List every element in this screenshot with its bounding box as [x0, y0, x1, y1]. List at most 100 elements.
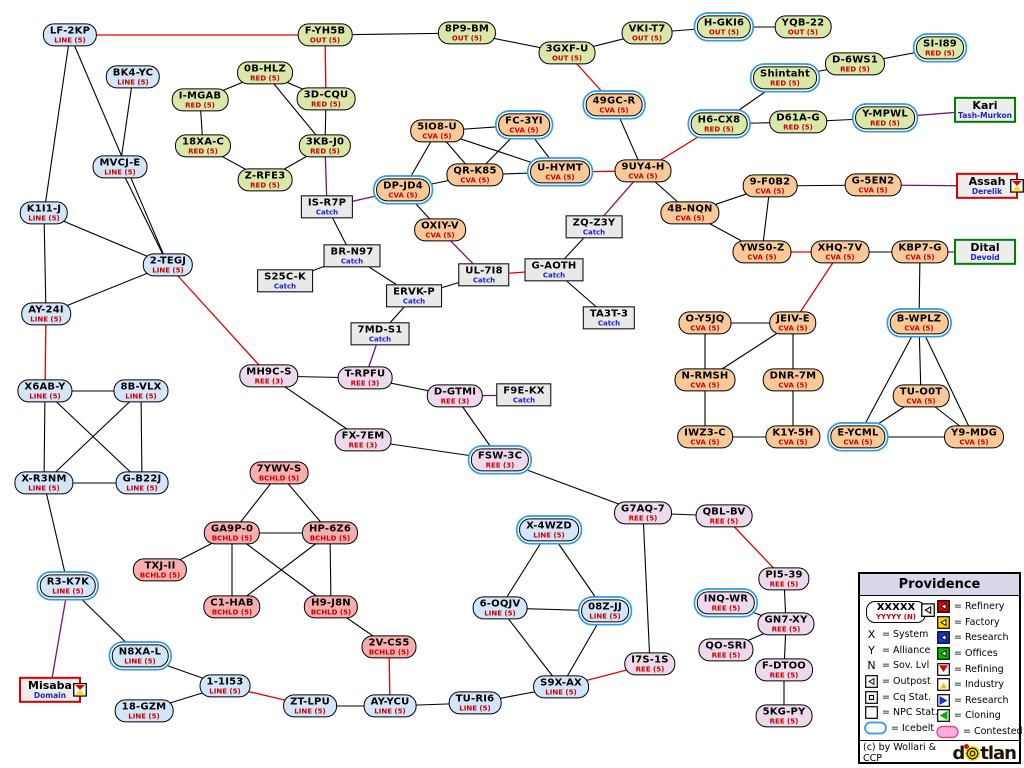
- system-node-F-DTOO[interactable]: F-DTOO REE (5): [755, 658, 813, 682]
- system-node-TU-O0T[interactable]: TU-O0T CVA (5): [892, 384, 950, 408]
- system-node-S9X-AX[interactable]: S9X-AX LINE (5): [533, 675, 589, 699]
- system-node-U-HYMT[interactable]: U-HYMT CVA (5): [530, 160, 590, 184]
- system-node-7YWV-S[interactable]: 7YWV-S BCHLD (5): [249, 461, 309, 485]
- system-node-G-B22J[interactable]: G-B22J LINE (5): [115, 471, 169, 495]
- system-node-4B-NQN[interactable]: 4B-NQN CVA (5): [660, 201, 720, 225]
- system-node-D-GTMI[interactable]: D-GTMI REE (3): [426, 384, 484, 408]
- system-node-G7AQ-7[interactable]: G7AQ-7 REE (5): [614, 501, 672, 525]
- region-link-Assah[interactable]: Assah Derelik: [956, 172, 1024, 200]
- system-node-KBP7-G[interactable]: KBP7-G CVA (5): [891, 240, 949, 264]
- system-node-QBL-BV[interactable]: QBL-BV REE (5): [695, 504, 753, 528]
- region-link-Dital[interactable]: Dital Devoid: [954, 238, 1016, 266]
- system-node-5KG-PY[interactable]: 5KG-PY REE (5): [755, 704, 813, 728]
- system-node-MVCJ-E[interactable]: MVCJ-E LINE (5): [92, 155, 148, 179]
- system-node-18-GZM[interactable]: 18-GZM LINE (5): [114, 699, 174, 723]
- system-node-8P9-BM[interactable]: 8P9-BM OUT (5): [437, 21, 497, 45]
- system-node-MH9C-S[interactable]: MH9C-S REE (3): [239, 364, 299, 388]
- system-node-HP-6Z6[interactable]: HP-6Z6 BCHLD (5): [301, 521, 359, 545]
- system-node-G-5EN2[interactable]: G-5EN2 CVA (5): [844, 173, 902, 197]
- system-node-F9E-KX[interactable]: F9E-KX Catch: [496, 383, 552, 407]
- system-node-N8XA-L[interactable]: N8XA-L LINE (5): [111, 644, 169, 668]
- system-node-B-WPLZ[interactable]: B-WPLZ CVA (5): [889, 311, 949, 335]
- system-node-2-TEGJ[interactable]: 2-TEGJ LINE (5): [142, 253, 194, 277]
- system-node-49GC-R[interactable]: 49GC-R CVA (5): [585, 93, 643, 117]
- system-node-8B-VLX[interactable]: 8B-VLX LINE (5): [113, 379, 169, 403]
- system-node-7MD-S1[interactable]: 7MD-S1 Catch: [350, 322, 410, 346]
- legend-row: = NPC Stat.: [864, 705, 938, 721]
- system-node-TU-RI6[interactable]: TU-RI6 LINE (5): [448, 691, 502, 715]
- system-node-FX-7EM[interactable]: FX-7EM REE (3): [334, 428, 392, 452]
- system-node-3KB-J0[interactable]: 3KB-J0 RED (5): [298, 134, 352, 158]
- system-node-H9-J8N[interactable]: H9-J8N BCHLD (5): [303, 595, 359, 619]
- system-node-JEIV-E[interactable]: JEIV-E CVA (5): [769, 311, 817, 335]
- system-node-X6AB-Y[interactable]: X6AB-Y LINE (5): [17, 379, 73, 403]
- system-node-Shintaht[interactable]: Shintaht RED (5): [753, 66, 817, 90]
- system-node-I-MGAB[interactable]: I-MGAB RED (5): [171, 88, 229, 112]
- system-node-DNR-7M[interactable]: DNR-7M CVA (5): [762, 368, 824, 392]
- system-node-I7S-1S[interactable]: I7S-1S REE (5): [624, 652, 676, 676]
- system-node-D-6WS1[interactable]: D-6WS1 RED (5): [825, 52, 885, 76]
- system-node-QR-K85[interactable]: QR-K85 CVA (5): [446, 163, 504, 187]
- system-node-X-R3NM[interactable]: X-R3NM LINE (5): [14, 471, 74, 495]
- system-node-2V-CS5[interactable]: 2V-CS5 BCHLD (5): [361, 635, 417, 659]
- system-node-TA3T-3[interactable]: TA3T-3 Catch: [582, 306, 636, 330]
- system-node-9UY4-H[interactable]: 9UY4-H CVA (5): [614, 159, 672, 183]
- system-node-YWS0-Z[interactable]: YWS0-Z CVA (5): [732, 240, 792, 264]
- system-node-S25C-K[interactable]: S25C-K Catch: [257, 269, 313, 293]
- system-node-FSW-3C[interactable]: FSW-3C REE (3): [470, 448, 530, 472]
- system-node-C1-HAB[interactable]: C1-HAB BCHLD (5): [203, 595, 261, 619]
- system-node-UL-7I8[interactable]: UL-7I8 Catch: [458, 263, 510, 287]
- system-node-TXJ-II[interactable]: TXJ-II BCHLD (5): [132, 558, 188, 582]
- system-node-1-1I53[interactable]: 1-1I53 LINE (5): [199, 674, 251, 698]
- system-node-XHQ-7V[interactable]: XHQ-7V CVA (5): [810, 240, 870, 264]
- system-node-Z-RFE3[interactable]: Z-RFE3 RED (5): [237, 168, 293, 192]
- jump-line-8B-VLX-G-B22J: [140, 390, 143, 484]
- system-node-08Z-JJ[interactable]: 08Z-JJ LINE (5): [581, 599, 629, 623]
- system-node-AY-24I[interactable]: AY-24I LINE (5): [21, 302, 71, 326]
- system-node-IWZ3-C[interactable]: IWZ3-C CVA (5): [677, 425, 733, 449]
- system-node-G-AOTH[interactable]: G-AOTH Catch: [524, 258, 584, 282]
- system-node-D61A-G[interactable]: D61A-G RED (5): [769, 110, 827, 134]
- system-node-9-F0B2[interactable]: 9-F0B2 CVA (5): [742, 174, 798, 198]
- system-node-ZQ-Z3Y[interactable]: ZQ-Z3Y Catch: [565, 215, 623, 239]
- region-link-Misaba[interactable]: Misaba Domain: [19, 676, 87, 704]
- system-node-IS-R7P[interactable]: IS-R7P Catch: [300, 195, 354, 219]
- region-link-Kari[interactable]: Kari Tash-Murkon: [954, 96, 1016, 124]
- system-node-H-GKI6[interactable]: H-GKI6 OUT (5): [696, 15, 752, 39]
- system-node-GA9P-0[interactable]: GA9P-0 BCHLD (5): [203, 521, 261, 545]
- system-node-GN7-XY[interactable]: GN7-XY REE (5): [757, 612, 815, 636]
- system-node-X-4WZD[interactable]: X-4WZD LINE (5): [519, 518, 579, 542]
- system-node-18XA-C[interactable]: 18XA-C RED (5): [174, 134, 232, 158]
- system-node-Y9-MDG[interactable]: Y9-MDG CVA (5): [943, 425, 1005, 449]
- system-node-DP-JD4[interactable]: DP-JD4 CVA (5): [376, 178, 430, 202]
- system-node-K1I1-J[interactable]: K1I1-J LINE (5): [19, 201, 69, 225]
- system-node-LF-2KP[interactable]: LF-2KP LINE (5): [42, 23, 98, 47]
- system-node-N-RMSH[interactable]: N-RMSH CVA (5): [674, 368, 736, 392]
- system-node-ZT-LPU[interactable]: ZT-LPU LINE (5): [283, 694, 337, 718]
- system-node-5IO8-U[interactable]: 5IO8-U CVA (5): [410, 119, 464, 143]
- system-node-Y-MPWL[interactable]: Y-MPWL RED (5): [855, 106, 915, 130]
- system-node-3D-CQU[interactable]: 3D-CQU RED (5): [296, 87, 356, 111]
- system-node-F-YH5B[interactable]: F-YH5B OUT (5): [297, 23, 353, 47]
- system-node-0B-HLZ[interactable]: 0B-HLZ RED (5): [237, 61, 293, 85]
- system-node-SI-I89[interactable]: SI-I89 RED (5): [916, 36, 964, 60]
- system-node-PI5-39[interactable]: PI5-39 REE (5): [758, 567, 810, 591]
- system-node-T-RPFU[interactable]: T-RPFU REE (3): [337, 366, 393, 390]
- system-node-E-YCML[interactable]: E-YCML CVA (5): [830, 425, 886, 449]
- system-node-BK4-YC[interactable]: BK4-YC LINE (5): [105, 65, 161, 89]
- system-node-H6-CX8[interactable]: H6-CX8 RED (5): [690, 112, 748, 136]
- system-node-O-Y5JQ[interactable]: O-Y5JQ CVA (5): [678, 311, 732, 335]
- system-node-YQB-22[interactable]: YQB-22 OUT (5): [774, 15, 832, 39]
- system-node-R3-K7K[interactable]: R3-K7K LINE (5): [39, 574, 97, 598]
- system-node-QO-SRI[interactable]: QO-SRI REE (5): [698, 638, 754, 662]
- system-node-FC-3YI[interactable]: FC-3YI CVA (5): [498, 113, 550, 137]
- system-node-INQ-WR[interactable]: INQ-WR REE (5): [696, 591, 756, 615]
- system-node-BR-N97[interactable]: BR-N97 Catch: [323, 244, 381, 268]
- system-node-3GXF-U[interactable]: 3GXF-U OUT (5): [538, 41, 596, 65]
- system-node-OXIY-V[interactable]: OXIY-V CVA (5): [414, 218, 466, 242]
- system-node-ERVK-P[interactable]: ERVK-P Catch: [386, 284, 442, 308]
- system-node-K1Y-5H[interactable]: K1Y-5H CVA (5): [765, 425, 821, 449]
- system-node-AY-YCU[interactable]: AY-YCU LINE (5): [363, 694, 417, 718]
- system-node-6-OQJV[interactable]: 6-OQJV LINE (5): [472, 596, 528, 620]
- system-node-VKI-T7[interactable]: VKI-T7 OUT (5): [621, 21, 673, 45]
